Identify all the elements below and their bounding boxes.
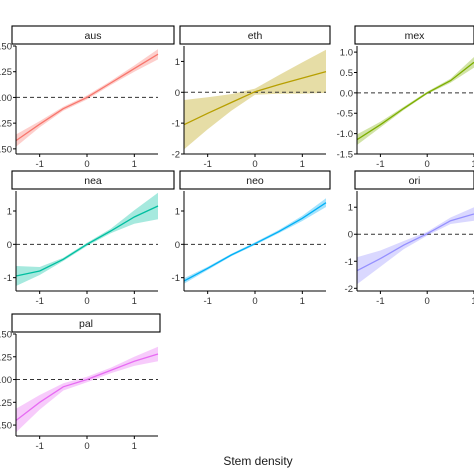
fit-line <box>15 53 159 142</box>
confidence-band <box>184 198 326 284</box>
x-tick-label: -1 <box>203 296 211 307</box>
x-tick-label: 0 <box>84 159 89 170</box>
x-tick-label: 1 <box>471 159 474 170</box>
x-tick-label: 1 <box>300 296 305 307</box>
x-tick-label: 1 <box>132 159 137 170</box>
facet-strip <box>11 313 161 333</box>
y-tick-label: .50 <box>0 421 12 432</box>
fit-line <box>356 213 474 272</box>
facet-eth: eth -1 0 1 -2 -1 0 1 <box>172 25 331 170</box>
fit-line <box>183 202 327 282</box>
x-tick-label: -1 <box>35 159 43 170</box>
facet-title: neo <box>246 175 264 187</box>
y-tick-label: 1 <box>7 207 12 218</box>
y-tick-label: .00 <box>0 375 12 386</box>
y-tick-label: -1.0 <box>337 129 353 140</box>
x-tick-label: 1 <box>132 296 137 307</box>
confidence-band <box>184 49 326 150</box>
y-tick-label: 0 <box>348 230 353 241</box>
confidence-band <box>16 192 158 286</box>
x-tick-label: -1 <box>203 159 211 170</box>
facet-title: nea <box>84 175 102 187</box>
y-tick-label: .25 <box>0 352 12 363</box>
x-tick-label: 0 <box>84 296 89 307</box>
x-tick-label: 0 <box>252 296 257 307</box>
x-tick-label: 1 <box>300 159 305 170</box>
x-tick-label: 0 <box>84 441 89 452</box>
y-tick-label: 1 <box>175 207 180 218</box>
x-tick-label: -1 <box>376 296 384 307</box>
y-tick-label: -1 <box>172 273 180 284</box>
x-tick-label: 0 <box>252 159 257 170</box>
y-tick-label: -2 <box>172 150 180 161</box>
x-tick-label: 0 <box>425 296 430 307</box>
y-tick-label: 1 <box>175 57 180 68</box>
facet-strip <box>179 170 331 190</box>
y-tick-label: -0.5 <box>337 109 353 120</box>
facet-title: ori <box>409 175 421 187</box>
facet-title: pal <box>79 318 93 330</box>
confidence-band <box>357 207 474 285</box>
facet-strip <box>11 170 175 190</box>
facet-neo: neo -1 0 1 -1 0 1 <box>172 170 331 307</box>
fit-line <box>15 205 159 277</box>
y-tick-label: 1.0 <box>340 48 353 59</box>
y-tick-label: .50 <box>0 42 12 53</box>
facet-title: aus <box>85 30 102 42</box>
y-tick-label: -1 <box>4 273 12 284</box>
fit-line <box>15 353 159 422</box>
facet-nea: nea -1 0 1 -1 0 1 <box>4 170 175 307</box>
facet-ori: ori -1 0 1 -2 -1 0 1 <box>345 170 474 307</box>
y-tick-label: .25 <box>0 398 12 409</box>
y-tick-label: 0 <box>175 240 180 251</box>
x-tick-label: 0 <box>425 159 430 170</box>
facet-title: mex <box>405 30 426 42</box>
facet-strip <box>11 25 175 45</box>
facet-strip <box>354 170 474 190</box>
facet-mex: mex -1 0 1 -1.5 -1.0 -0.5 0.0 0.5 1.0 <box>337 25 474 170</box>
y-tick-label: -1 <box>172 119 180 130</box>
facet-aus: aus -1 0 1 .50 .25 .00 .25 .50 <box>0 25 175 170</box>
y-tick-label: 1 <box>348 203 353 214</box>
y-tick-label: 0.0 <box>340 88 353 99</box>
facet-pal: pal -1 0 1 .50 .25 .00 .25 .50 <box>0 313 161 452</box>
fit-line <box>183 70 327 126</box>
y-tick-label: 0 <box>7 240 12 251</box>
x-axis-title: Stem density <box>223 454 292 468</box>
x-tick-label: -1 <box>35 296 43 307</box>
facet-title: eth <box>248 30 263 42</box>
facet-strip <box>179 25 331 45</box>
y-tick-label: 0.5 <box>340 68 353 79</box>
x-tick-label: 1 <box>132 441 137 452</box>
y-tick-label: -1.5 <box>337 150 353 161</box>
y-tick-label: .50 <box>0 144 12 155</box>
y-tick-label: 0 <box>175 88 180 99</box>
y-tick-label: -2 <box>345 284 353 295</box>
y-tick-label: .50 <box>0 330 12 341</box>
y-tick-label: .25 <box>0 119 12 130</box>
y-tick-label: -1 <box>345 257 353 268</box>
y-tick-label: .25 <box>0 67 12 78</box>
confidence-band <box>16 346 158 433</box>
x-tick-label: -1 <box>35 441 43 452</box>
fit-line <box>356 61 474 141</box>
x-tick-label: -1 <box>376 159 384 170</box>
x-tick-label: 1 <box>471 296 474 307</box>
y-tick-label: .00 <box>0 93 12 104</box>
facet-strip <box>354 25 474 45</box>
